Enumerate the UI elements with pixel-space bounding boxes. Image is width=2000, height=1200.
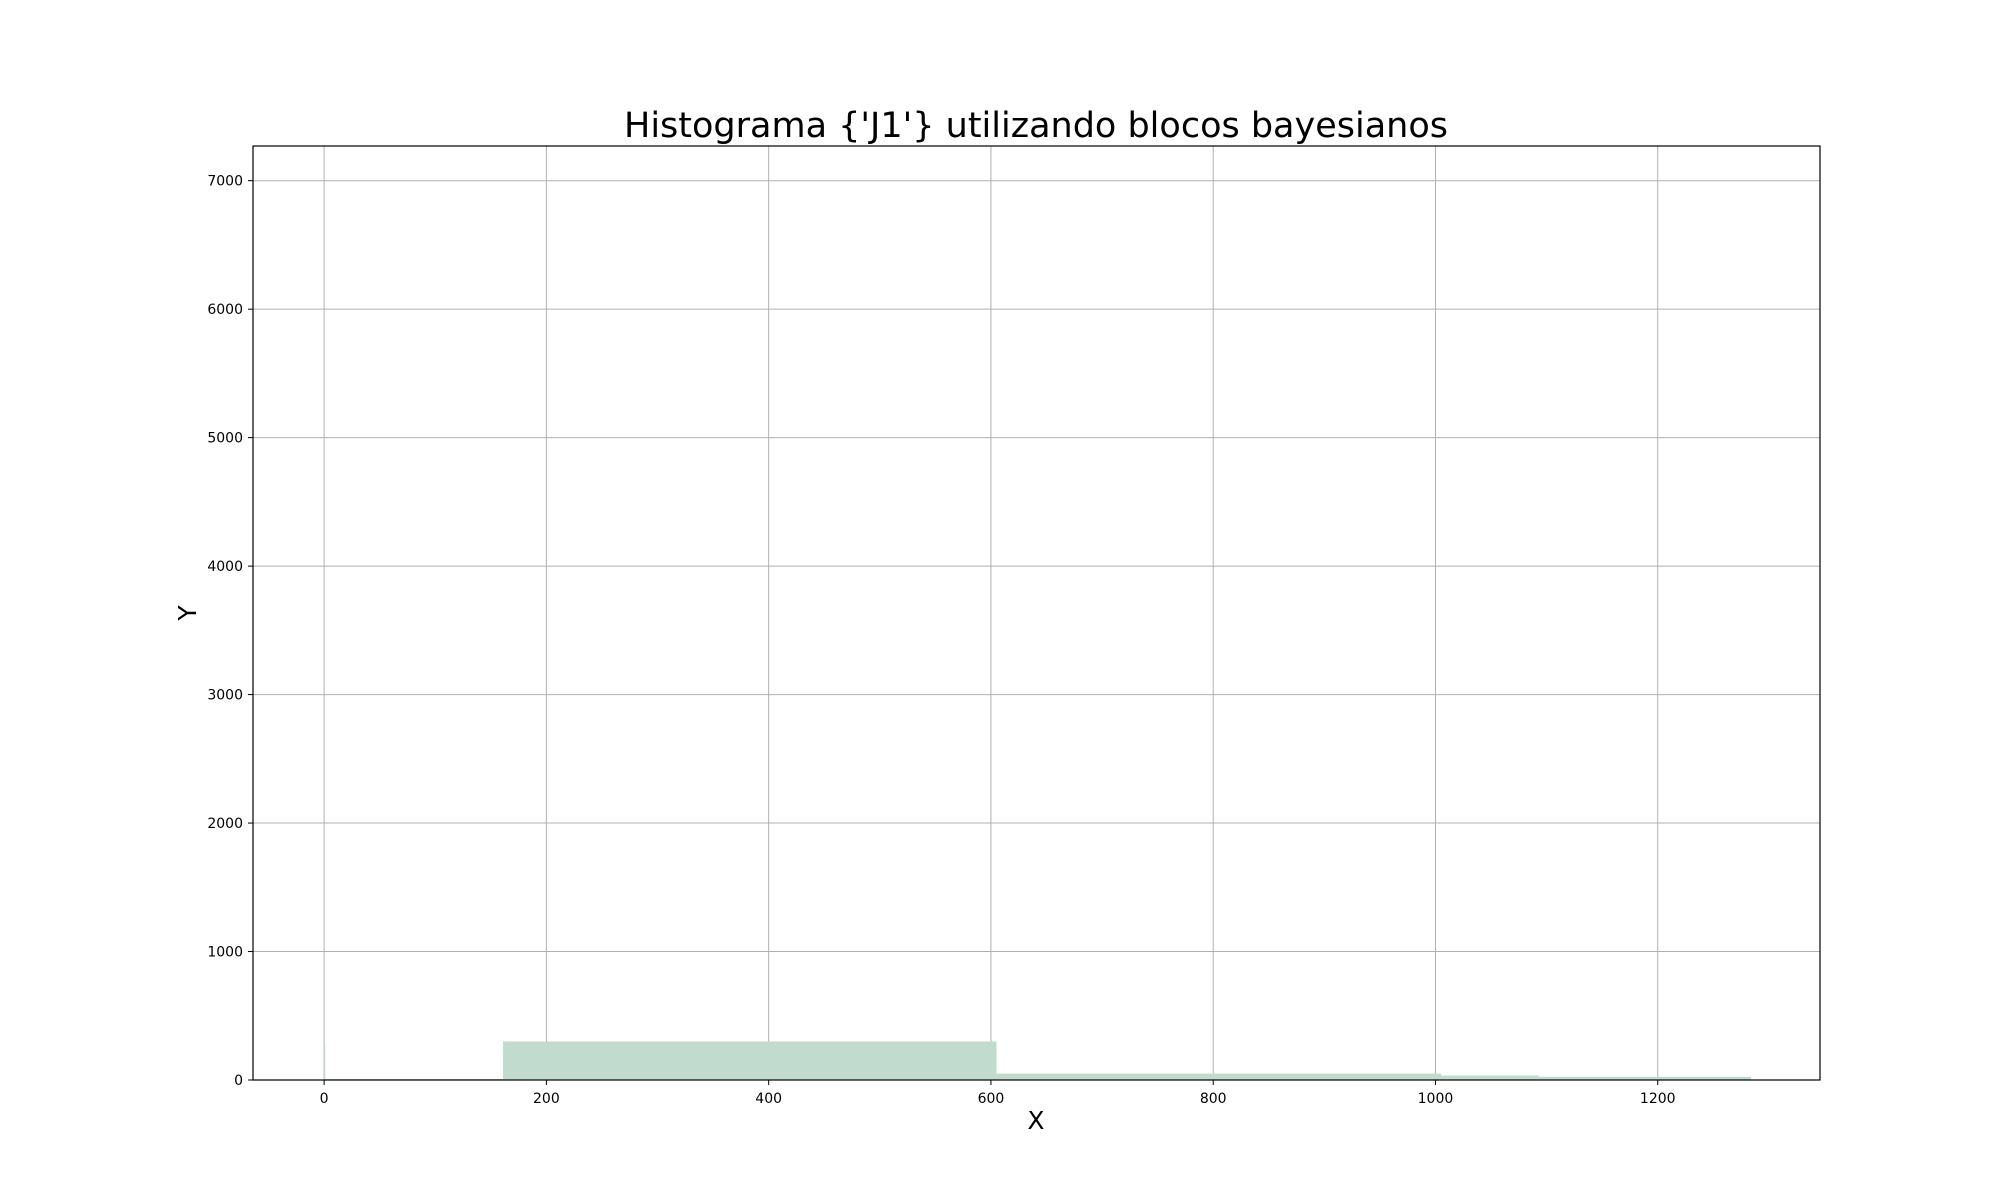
x-axis-ticks: 0 200 400 600 800 1000 1200	[320, 1080, 1676, 1107]
y-axis-label: Y	[173, 605, 202, 622]
x-tick-label: 1000	[1418, 1091, 1454, 1107]
y-tick-label: 6000	[207, 302, 243, 318]
y-tick-label: 3000	[207, 688, 243, 704]
histogram-bar	[1538, 1076, 1752, 1080]
y-tick-label: 4000	[207, 559, 243, 575]
y-tick-label: 2000	[207, 816, 243, 832]
y-tick-label: 7000	[207, 174, 243, 190]
chart-title: Histograma {'J1'} utilizando blocos baye…	[624, 106, 1448, 146]
histogram-bar	[503, 1041, 997, 1080]
y-tick-label: 0	[234, 1073, 243, 1089]
x-axis-label: X	[1027, 1106, 1044, 1135]
x-tick-label: 600	[978, 1091, 1005, 1107]
histogram-bar	[1441, 1075, 1539, 1080]
x-tick-label: 200	[533, 1091, 560, 1107]
y-axis-ticks: 0 1000 2000 3000 4000 5000 6000 7000	[207, 174, 253, 1089]
histogram-bar	[324, 1044, 326, 1080]
x-tick-label: 0	[320, 1091, 329, 1107]
y-tick-label: 1000	[207, 945, 243, 961]
x-tick-label: 800	[1200, 1091, 1227, 1107]
x-tick-label: 1200	[1640, 1091, 1676, 1107]
bars	[324, 1041, 1752, 1080]
histogram-bar	[996, 1073, 1442, 1080]
plot-frame	[252, 145, 1821, 1081]
y-tick-label: 5000	[207, 431, 243, 447]
grid	[253, 146, 1820, 1081]
x-tick-label: 400	[755, 1091, 782, 1107]
